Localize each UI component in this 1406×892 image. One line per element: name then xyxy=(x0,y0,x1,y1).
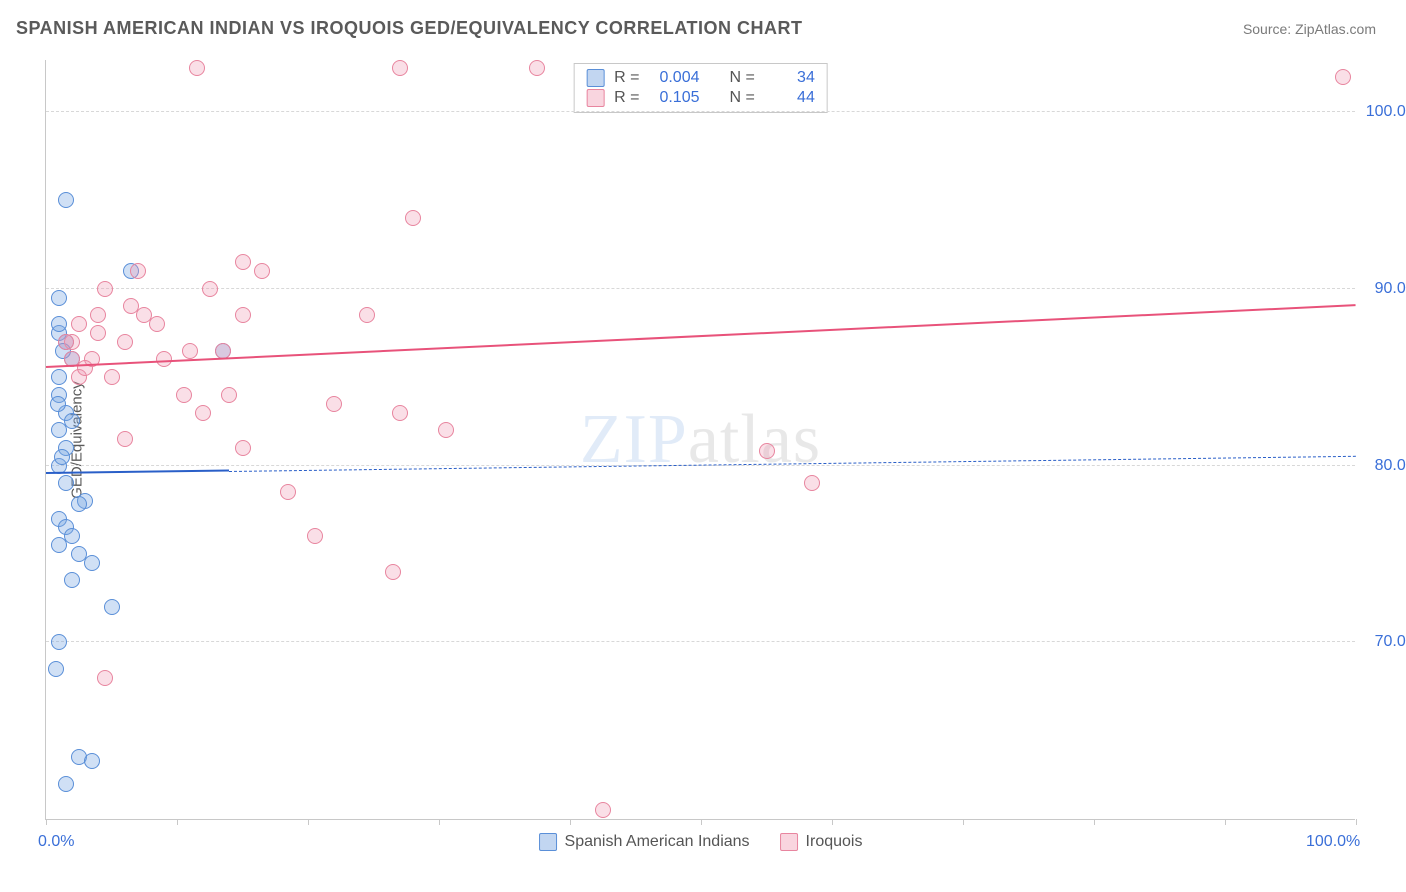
chart-source: Source: ZipAtlas.com xyxy=(1243,21,1376,37)
data-point xyxy=(97,670,113,686)
x-tick xyxy=(832,819,833,825)
data-point xyxy=(71,496,87,512)
grid-line xyxy=(46,641,1355,642)
x-tick-label: 100.0% xyxy=(1306,833,1360,851)
data-point xyxy=(385,564,401,580)
stats-box: R = 0.004 N = 34 R = 0.105 N = 44 xyxy=(573,63,828,113)
x-tick xyxy=(1356,819,1357,825)
data-point xyxy=(392,405,408,421)
data-point xyxy=(189,60,205,76)
bottom-legend: Spanish American Indians Iroquois xyxy=(539,833,863,851)
data-point xyxy=(176,387,192,403)
data-point xyxy=(90,325,106,341)
legend-item-series2: Iroquois xyxy=(780,833,863,851)
data-point xyxy=(117,431,133,447)
data-point xyxy=(182,343,198,359)
chart-header: SPANISH AMERICAN INDIAN VS IROQUOIS GED/… xyxy=(0,0,1406,49)
data-point xyxy=(529,60,545,76)
data-point xyxy=(326,396,342,412)
data-point xyxy=(51,422,67,438)
data-point xyxy=(51,290,67,306)
data-point xyxy=(136,307,152,323)
x-tick xyxy=(308,819,309,825)
data-point xyxy=(84,753,100,769)
data-point xyxy=(51,316,67,332)
data-point xyxy=(307,528,323,544)
data-point xyxy=(90,307,106,323)
data-point xyxy=(71,316,87,332)
data-point xyxy=(254,263,270,279)
data-point xyxy=(77,360,93,376)
data-point xyxy=(595,802,611,818)
x-tick xyxy=(1094,819,1095,825)
data-point xyxy=(97,281,113,297)
x-tick xyxy=(46,819,47,825)
stats-row-series2: R = 0.105 N = 44 xyxy=(586,88,815,108)
data-point xyxy=(130,263,146,279)
swatch-blue-icon xyxy=(586,69,604,87)
data-point xyxy=(58,776,74,792)
data-point xyxy=(1335,69,1351,85)
data-point xyxy=(804,475,820,491)
data-point xyxy=(221,387,237,403)
data-point xyxy=(54,449,70,465)
data-point xyxy=(84,555,100,571)
x-tick xyxy=(439,819,440,825)
data-point xyxy=(104,599,120,615)
data-point xyxy=(51,537,67,553)
y-tick-label: 70.0% xyxy=(1375,633,1406,651)
data-point xyxy=(438,422,454,438)
data-point xyxy=(117,334,133,350)
watermark: ZIPatlas xyxy=(580,400,821,480)
x-tick xyxy=(963,819,964,825)
stats-row-series1: R = 0.004 N = 34 xyxy=(586,68,815,88)
data-point xyxy=(359,307,375,323)
data-point xyxy=(392,60,408,76)
legend-item-series1: Spanish American Indians xyxy=(539,833,750,851)
data-point xyxy=(235,254,251,270)
data-point xyxy=(235,307,251,323)
x-tick xyxy=(1225,819,1226,825)
x-tick xyxy=(177,819,178,825)
data-point xyxy=(405,210,421,226)
x-tick xyxy=(570,819,571,825)
y-tick-label: 100.0% xyxy=(1366,103,1406,121)
grid-line xyxy=(46,288,1355,289)
chart-plot-area: GED/Equivalency ZIPatlas R = 0.004 N = 3… xyxy=(45,60,1355,820)
data-point xyxy=(64,572,80,588)
data-point xyxy=(235,440,251,456)
swatch-blue-icon xyxy=(539,833,557,851)
data-point xyxy=(280,484,296,500)
x-tick xyxy=(701,819,702,825)
y-tick-label: 80.0% xyxy=(1375,457,1406,475)
swatch-pink-icon xyxy=(586,89,604,107)
x-tick-label: 0.0% xyxy=(38,833,74,851)
data-point xyxy=(58,475,74,491)
data-point xyxy=(58,192,74,208)
grid-line xyxy=(46,111,1355,112)
data-point xyxy=(104,369,120,385)
data-point xyxy=(215,343,231,359)
y-tick-label: 90.0% xyxy=(1375,280,1406,298)
data-point xyxy=(759,443,775,459)
swatch-pink-icon xyxy=(780,833,798,851)
data-point xyxy=(48,661,64,677)
data-point xyxy=(58,334,74,350)
data-point xyxy=(195,405,211,421)
data-point xyxy=(50,396,66,412)
data-point xyxy=(51,634,67,650)
chart-title: SPANISH AMERICAN INDIAN VS IROQUOIS GED/… xyxy=(16,18,803,39)
data-point xyxy=(202,281,218,297)
data-point xyxy=(149,316,165,332)
data-point xyxy=(51,369,67,385)
